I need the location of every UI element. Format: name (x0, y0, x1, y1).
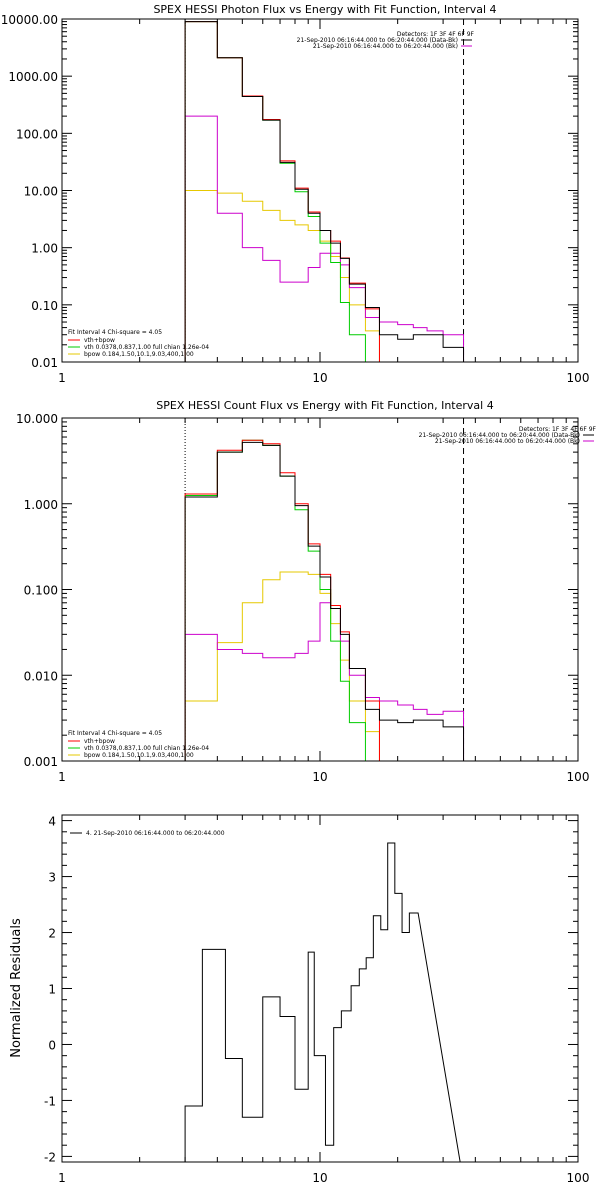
y-tick-label: 1.00 (31, 242, 58, 256)
y-tick-label: -1 (44, 1094, 56, 1108)
y-tick-label: 10.000 (16, 412, 58, 426)
count-legend-bk: 21-Sep-2010 06:16:44.000 to 06:20:44.000… (435, 438, 580, 445)
count-legend-data-bk: 21-Sep-2010 06:16:44.000 to 06:20:44.000… (419, 432, 580, 439)
y-tick-label: 1 (48, 983, 56, 997)
series-vth-line (184, 439, 366, 761)
residuals-frame (61, 814, 579, 1163)
photon-flux-frame (61, 18, 579, 363)
y-tick-label: 2 (48, 927, 56, 941)
y-tick-label: 0.001 (24, 755, 58, 769)
photon-flux-panel: SPEX HESSI Photon Flux vs Energy with Fi… (1, 3, 590, 385)
residuals-y-axis-label: Normalized Residuals (9, 918, 24, 1058)
x-tick-label: 10 (312, 770, 327, 784)
y-tick-label: 0 (48, 1038, 56, 1052)
y-tick-label: 1000.00 (8, 70, 58, 84)
photon-legend-bk: 21-Sep-2010 06:16:44.000 to 06:20:44.000… (313, 43, 458, 50)
y-tick-label: 4 (48, 815, 56, 829)
photon-legend-vth: vth 0.0378,0.837,1.00 full chian 1.26e-0… (84, 344, 209, 351)
count-legend-total: vth+bpow (84, 738, 115, 745)
count-flux-panel: SPEX HESSI Count Flux vs Energy with Fit… (16, 399, 597, 784)
series-bk-line (184, 115, 465, 362)
y-tick-label: 1.000 (24, 498, 58, 512)
y-tick-label: 0.10 (31, 299, 58, 313)
count-legend-bpow: bpow 0.184,1.50,10.1,9.03,400,1.00 (84, 752, 194, 759)
x-tick-label: 10 (312, 371, 327, 385)
series-data-bk-line (184, 21, 465, 362)
photon-legend-fit: Fit Interval 4 Chi-square = 4.05 (68, 329, 162, 336)
y-tick-label: 0.100 (24, 584, 58, 598)
y-tick-label: 10.00 (24, 185, 58, 199)
x-tick-label: 100 (567, 1171, 590, 1185)
series-vth-bpow-line (184, 21, 380, 362)
x-tick-label: 1 (58, 1171, 66, 1185)
series-vth-bpow-line (184, 439, 380, 761)
x-tick-label: 1 (58, 371, 66, 385)
photon-legend-detectors: Detectors: 1F 3F 4F 6F 9F (397, 31, 475, 38)
y-tick-label: 10000.00 (1, 13, 58, 27)
residuals-panel: 1 10 100 -2 -1 0 1 2 3 4 Normalized Residuals 4. … (9, 814, 590, 1185)
series-bpow-line (184, 190, 380, 362)
series-vth-line (184, 21, 366, 362)
count-legend-vth: vth 0.0378,0.837,1.00 full chian 1.26e-0… (84, 745, 209, 752)
y-tick-label: 0.01 (31, 356, 58, 370)
photon-legend-total: vth+bpow (84, 337, 115, 344)
y-tick-label: 0.010 (24, 669, 58, 683)
photon-legend-data-bk: 21-Sep-2010 06:16:44.000 to 06:20:44.000… (297, 37, 458, 44)
count-flux-title: SPEX HESSI Count Flux vs Energy with Fit… (156, 399, 493, 412)
count-legend-detectors: Detectors: 1F 3F 4F 6F 9F (519, 426, 597, 433)
series-data-bk-line (184, 441, 465, 761)
photon-legend-bpow: bpow 0.184,1.50,10.1,9.03,400,1.00 (84, 351, 194, 358)
y-tick-label: 100.00 (16, 127, 58, 141)
series-bk-line (184, 602, 465, 761)
residuals-legend-text: 4. 21-Sep-2010 06:16:44.000 to 06:20:44.… (86, 830, 225, 837)
y-tick-label: -2 (44, 1150, 56, 1164)
x-tick-label: 10 (312, 1171, 327, 1185)
x-tick-label: 1 (58, 770, 66, 784)
count-legend-fit: Fit Interval 4 Chi-square = 4.05 (68, 730, 162, 737)
x-tick-label: 100 (567, 371, 590, 385)
photon-flux-title: SPEX HESSI Photon Flux vs Energy with Fi… (153, 3, 496, 16)
series-bpow-line (184, 571, 380, 761)
series-4-21-sep-2010-06-16-44-000-to-06-20-44-000-line (184, 842, 461, 1162)
y-tick-label: 3 (48, 871, 56, 885)
x-tick-label: 100 (567, 770, 590, 784)
